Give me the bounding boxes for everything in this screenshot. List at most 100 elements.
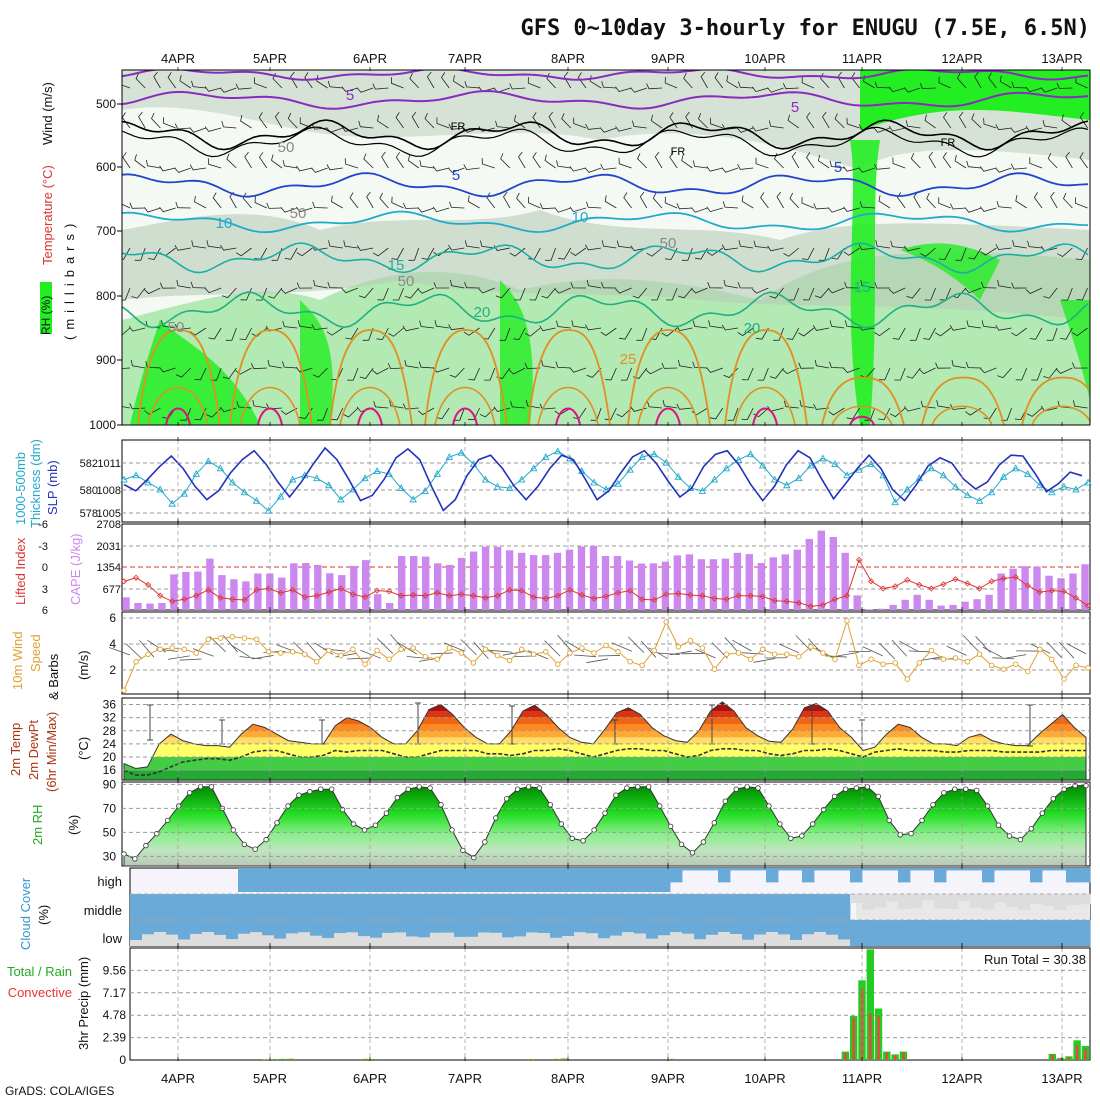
thickness-point <box>843 471 851 479</box>
contour-label: 50 <box>398 273 415 290</box>
temp-band <box>124 757 1086 771</box>
precip-convective-bar <box>554 1058 558 1060</box>
cloud-low-gap <box>646 938 659 946</box>
cloud-middle-bar <box>466 894 479 920</box>
wind-speed-point <box>181 646 188 653</box>
precip-convective-bar <box>902 1052 905 1060</box>
lifted-index-point <box>639 596 646 603</box>
wind-barb-upper <box>359 367 374 379</box>
cloud-high-bar <box>502 868 515 892</box>
rh-point <box>558 821 564 827</box>
thickness-point <box>602 485 610 493</box>
precip-panel-frame <box>129 947 1091 1061</box>
temp-tick-28: 28 <box>103 724 117 738</box>
bottom-date-6APR: 6APR <box>353 1071 387 1086</box>
wind-barb-upper <box>1027 240 1043 249</box>
cape-bar <box>781 554 789 610</box>
lifted-index-point <box>518 587 525 594</box>
wind-barb-upper <box>920 400 936 409</box>
cloud-middle-gap <box>862 894 875 910</box>
rh-point <box>208 784 215 790</box>
wind-barb-upper <box>221 120 237 129</box>
wind-barb-upper <box>280 207 298 213</box>
cape-bar <box>362 560 370 610</box>
cloud-high-bar <box>334 868 347 892</box>
wind-barb-upper <box>313 279 328 289</box>
wind-barb-upper <box>467 407 480 421</box>
cloud-middle-gap <box>994 894 1007 903</box>
cloud-high-bar <box>1006 868 1019 871</box>
dewpt-axis-label: 2m DewPt <box>26 720 41 780</box>
contour-25-inner <box>637 386 699 425</box>
precip-convective-bar <box>372 1059 375 1060</box>
wind-barb-upper <box>737 282 754 289</box>
temp-band <box>124 737 1086 744</box>
wind-barb-upper <box>134 154 146 169</box>
wind-speed-point <box>229 634 236 640</box>
precip-convective-bar <box>885 1052 889 1060</box>
wind-speed-point <box>723 651 730 657</box>
wind-barb-upper <box>697 113 708 129</box>
precip-convective-bar <box>844 1052 847 1060</box>
cape-bar <box>134 603 142 610</box>
cape-bar <box>925 599 933 610</box>
thickness-point <box>409 495 417 503</box>
cape-axis-titles: Lifted Index CAPE (J/kg) <box>13 533 83 605</box>
cloud-middle-bar <box>250 894 263 920</box>
wind-barb-upper <box>556 160 571 169</box>
wind-speed-point <box>904 676 911 682</box>
wind-barb-upper <box>468 367 480 381</box>
cloud-low-gap <box>718 932 731 946</box>
thickness-point <box>397 484 405 492</box>
contour-25 <box>821 376 905 425</box>
cape-bar <box>553 552 562 610</box>
rh-point <box>1061 786 1067 792</box>
wind-barb-upper <box>1011 81 1027 89</box>
thickness-axis-label-a: 1000-500mb <box>13 452 28 525</box>
wind-barb-upper <box>432 165 450 172</box>
cloud-low-bar <box>790 920 803 946</box>
cloud-middle-gap <box>910 894 923 909</box>
wind-speed-point <box>711 666 718 672</box>
cloud-low-gap <box>142 934 155 946</box>
rh-point <box>503 796 510 802</box>
thickness-point <box>614 479 622 487</box>
wind-barb-upper <box>585 123 602 130</box>
wind-barb-upper <box>244 151 252 169</box>
wind-barb-upper <box>619 327 632 340</box>
temp-axis-titles: 2m Temp 2m DewPt (6hr Min/Max) (°C) <box>8 712 91 792</box>
surface-wind-barb <box>444 642 465 652</box>
bottom-date-12APR: 12APR <box>941 1071 982 1086</box>
wind-barb-upper <box>791 151 800 169</box>
thickness-point <box>638 453 646 460</box>
wind-barb-upper <box>965 361 982 369</box>
wind-barb-upper <box>452 75 465 89</box>
wind-barb-upper <box>144 287 161 295</box>
wind-barb-upper <box>159 206 176 213</box>
lifted-index-point <box>325 589 332 596</box>
wind-barb-upper <box>148 247 161 260</box>
cloud-high-bar <box>706 868 719 871</box>
cloud-high-bar <box>538 868 551 892</box>
cloud-low-gap <box>238 933 251 946</box>
wind-speed-point <box>205 636 212 643</box>
lifted-index-point <box>904 576 911 583</box>
thickness-point <box>433 469 442 477</box>
wind-barb-upper <box>571 320 587 329</box>
contour-label: 50 <box>168 319 185 336</box>
wind-barb-upper <box>122 84 131 89</box>
cloud-middle-bar <box>226 894 239 920</box>
cloud-middle-bar <box>514 894 527 920</box>
thickness-point <box>1072 485 1080 493</box>
lifted-index-point <box>458 591 465 598</box>
wind-barb-upper <box>122 367 131 369</box>
wind-barb-upper <box>878 407 891 421</box>
wind-barb-upper <box>558 247 572 260</box>
wind-barb-upper <box>343 240 359 249</box>
temp-band <box>124 730 1086 738</box>
temperature-axis-label: Temperature (°C) <box>40 165 55 265</box>
cloud-high-bar <box>298 868 311 892</box>
wind-barb-upper <box>789 192 800 209</box>
wind-barb-upper <box>801 76 815 89</box>
wind-barb-upper <box>676 203 693 210</box>
